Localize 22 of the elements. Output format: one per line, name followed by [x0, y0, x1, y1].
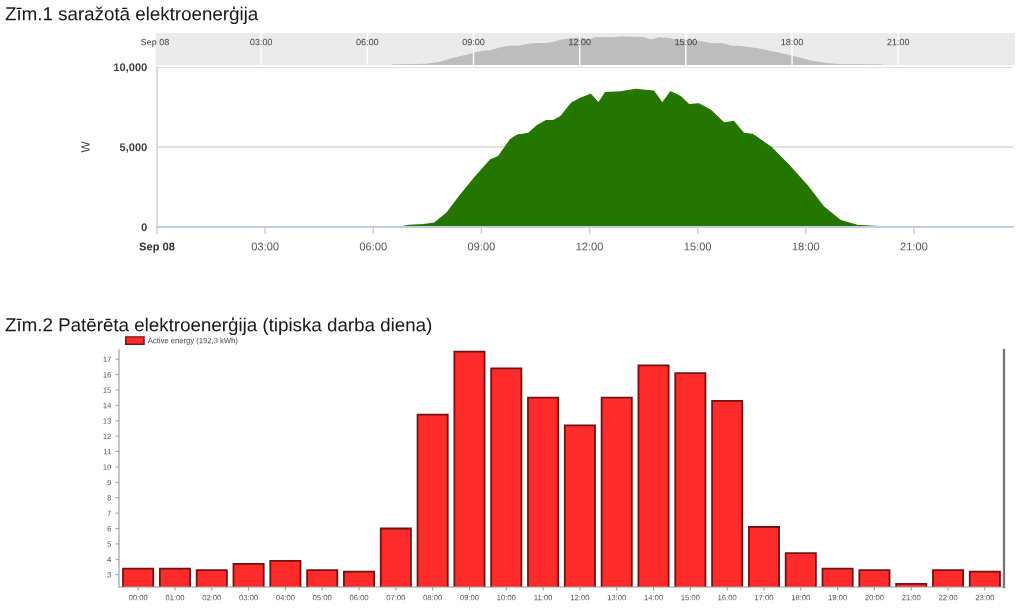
x-tick-label: 21:00: [900, 242, 928, 251]
x-tick-label: 21:00: [887, 38, 910, 46]
x-tick-label: 12:00: [569, 38, 591, 46]
x-tick-label: 15:00: [675, 38, 697, 46]
x-tick-label: 18:00: [792, 242, 820, 251]
chart-title: Zīm.1 saražotā elektroenerģija: [5, 5, 259, 25]
y-tick-label: 10,000: [114, 63, 147, 73]
x-tick-label: 09:00: [462, 38, 485, 46]
x-tick-label: 09:00: [467, 242, 495, 251]
x-tick-label: 06:00: [356, 38, 379, 46]
chart-title: Zīm.2 Patērēta elektroenerģija (tipiska darba diena): [5, 316, 432, 336]
x-tick-label: Sep 08: [139, 242, 175, 253]
x-tick-label: 12:00: [576, 242, 603, 251]
x-tick-label: 03:00: [250, 38, 273, 46]
y-axis-title: W: [81, 141, 90, 153]
y-tick-label: 5,000: [119, 143, 147, 153]
x-tick-label: 06:00: [359, 242, 387, 251]
x-tick-label: 18:00: [781, 38, 803, 46]
x-tick-label: Sep 08: [141, 38, 169, 48]
x-tick-label: 15:00: [684, 242, 712, 251]
x-tick-label: 03:00: [251, 242, 279, 251]
y-tick-label: 0: [141, 223, 147, 232]
